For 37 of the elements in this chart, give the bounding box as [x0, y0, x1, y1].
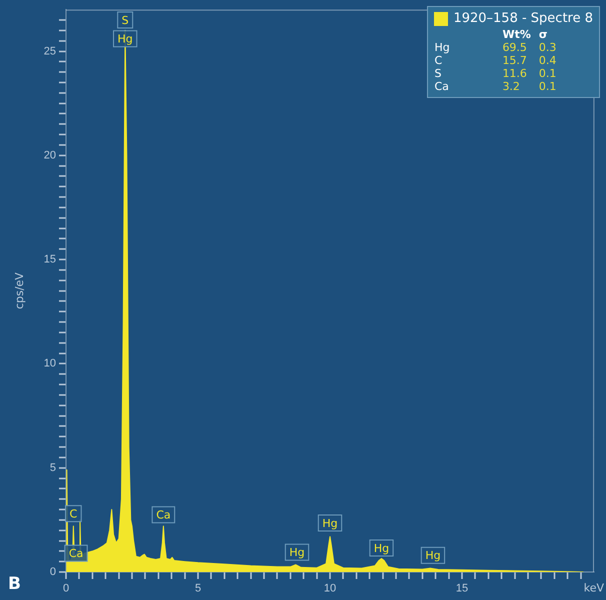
annotation: Hg	[289, 546, 305, 560]
annotation: 0.1	[538, 67, 558, 80]
annotation: Ca	[434, 80, 450, 93]
annotation: S	[122, 14, 129, 27]
annotation: C	[70, 508, 78, 521]
annotation: 3.2	[502, 80, 521, 93]
annotation: 0.1	[538, 80, 558, 93]
annotation: 0.4	[538, 54, 558, 67]
annotation: Hg	[434, 41, 451, 54]
annotation: σ	[538, 28, 548, 41]
y-tick-label: 25	[44, 45, 56, 58]
annotation: 15.7	[502, 54, 528, 67]
annotation: Ca	[156, 508, 171, 522]
y-axis-title: cps/eV	[12, 272, 26, 310]
annotation: 69.5	[502, 41, 528, 54]
annotation: Wt%	[502, 28, 532, 41]
text: B	[8, 574, 21, 594]
x-tick-label: 10	[324, 582, 336, 595]
y-tick-label: 10	[44, 358, 56, 370]
annotation: 11.6	[502, 67, 528, 80]
y-tick-label: 15	[44, 254, 56, 266]
annotation: Hg	[374, 542, 390, 555]
annotation: Hg	[425, 549, 441, 562]
annotation: S	[434, 67, 442, 80]
annotation: Ca	[68, 547, 84, 560]
x-tick-label: 5	[194, 582, 202, 595]
x-tick-label: 15	[456, 582, 468, 595]
x-axis-title: keV	[584, 581, 604, 594]
legend-label: 1920–158 - Spectre 8	[453, 11, 593, 26]
y-tick-label: 0	[50, 566, 56, 578]
y-tick-label: 5	[50, 462, 56, 474]
annotation: Hg	[118, 32, 133, 46]
annotation: C	[434, 54, 444, 67]
y-tick-label: 20	[44, 149, 56, 162]
x-tick-label: 0	[62, 582, 70, 595]
annotation: 0.3	[538, 41, 558, 54]
annotation: Hg	[322, 516, 338, 530]
